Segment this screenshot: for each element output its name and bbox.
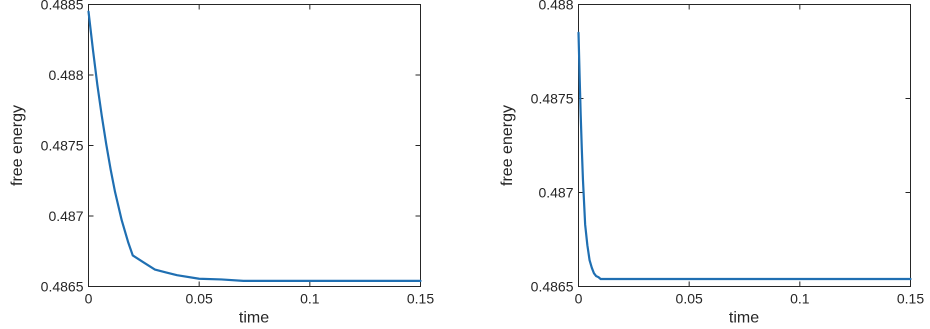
tick-marks <box>578 4 911 287</box>
x-tick-label: 0.15 <box>407 291 434 307</box>
y-tick-label: 0.4865 <box>41 279 84 295</box>
tick-labels: 0 0.05 0.1 0.15 0.4865 0.487 0.4875 0.488 <box>531 0 925 307</box>
x-tick-label: 0.1 <box>790 291 810 307</box>
y-tick-label: 0.488 <box>538 0 573 13</box>
y-axis-label: free energy <box>9 105 26 186</box>
tick-marks <box>88 4 421 287</box>
free-energy-series-line <box>577 31 912 281</box>
y-tick-label: 0.4875 <box>531 91 574 107</box>
y-tick-label: 0.487 <box>48 208 83 224</box>
y-tick-label: 0.4875 <box>41 138 84 154</box>
free-energy-series-line <box>87 10 422 282</box>
tick-labels: 0 0.05 0.1 0.15 0.4865 0.487 0.4875 0.488 0.4885 <box>41 0 435 307</box>
y-tick-label: 0.4885 <box>41 0 84 13</box>
x-tick-label: 0 <box>85 291 93 307</box>
plot-frame <box>88 4 421 287</box>
y-tick-label: 0.488 <box>48 67 83 83</box>
y-tick-label: 0.487 <box>538 185 573 201</box>
plot-frame <box>578 4 911 287</box>
y-tick-label: 0.4865 <box>531 279 574 295</box>
x-tick-label: 0.15 <box>897 291 924 307</box>
y-axis-label: free energy <box>499 105 516 186</box>
x-tick-label: 0 <box>575 291 583 307</box>
x-axis-label: time <box>729 310 759 327</box>
x-tick-label: 0.05 <box>676 291 703 307</box>
x-tick-label: 0.05 <box>186 291 213 307</box>
x-tick-label: 0.1 <box>300 291 320 307</box>
free-energy-chart-left: 0 0.05 0.1 0.15 0.4865 0.487 0.4875 0.488 0.4885… <box>9 0 434 327</box>
x-axis-label: time <box>239 310 269 327</box>
